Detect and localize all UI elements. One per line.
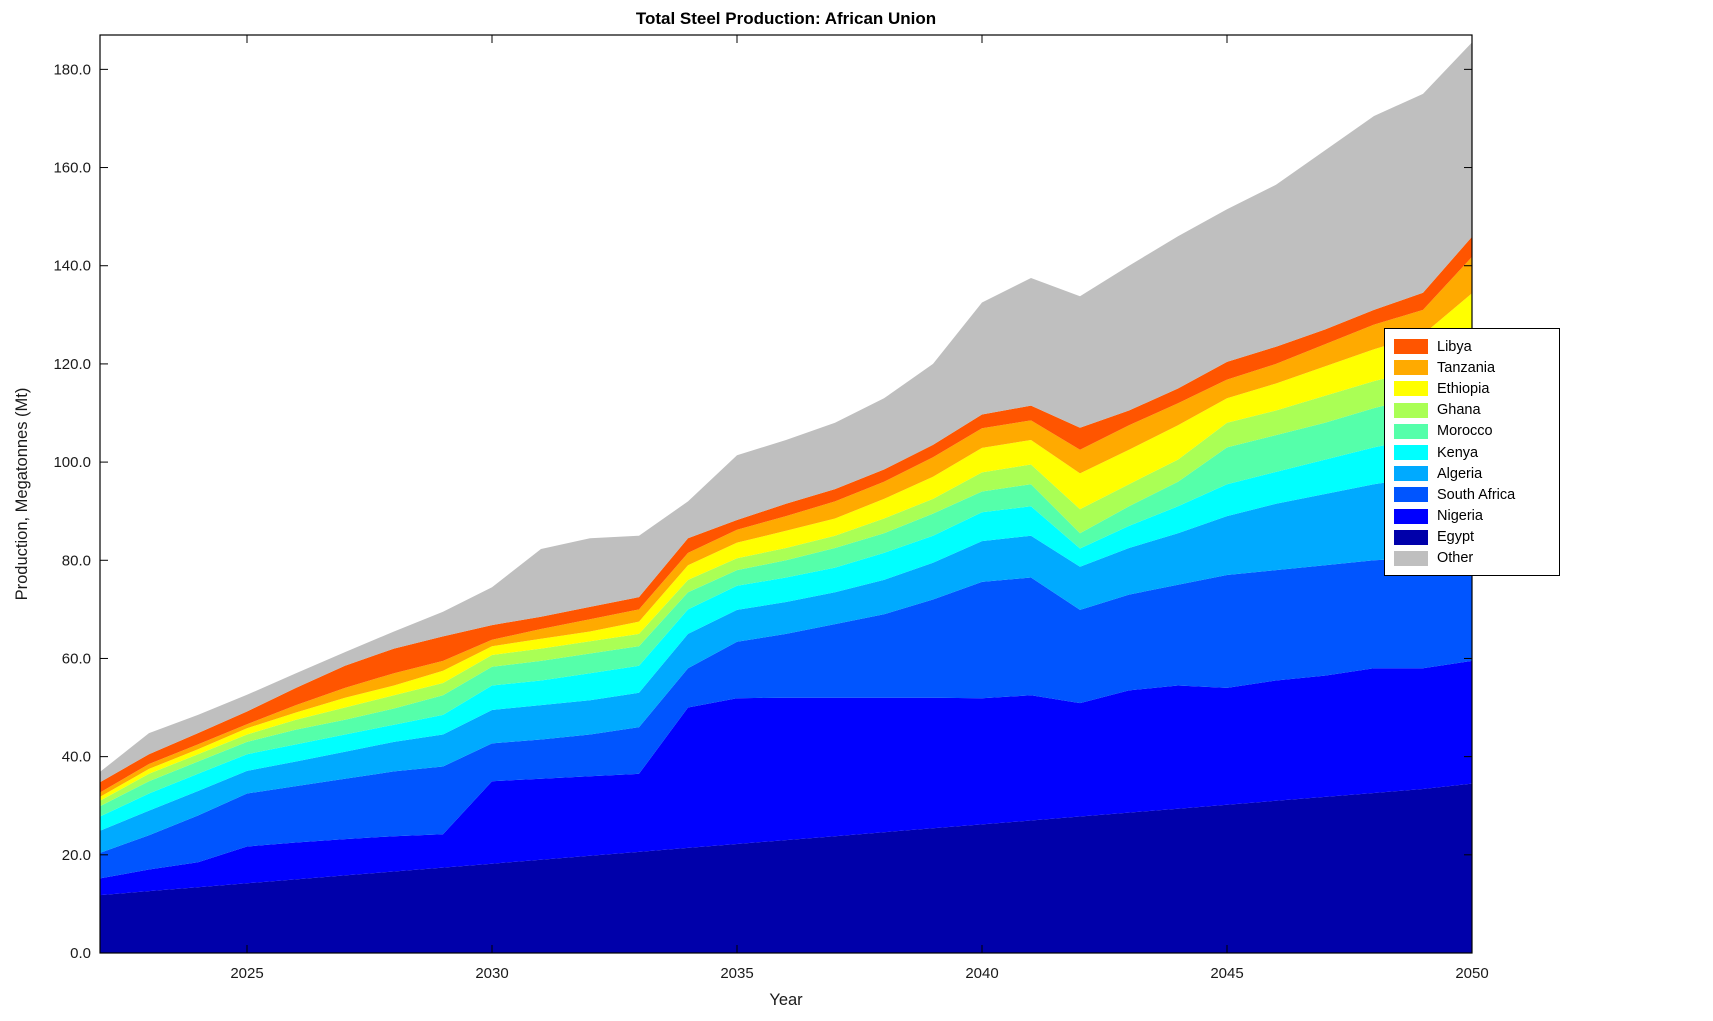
y-tick-label: 20.0 <box>62 847 91 864</box>
x-axis-label: Year <box>769 991 803 1009</box>
area-layer-other <box>100 42 1472 783</box>
legend-item-tanzania: Tanzania <box>1394 357 1549 378</box>
legend-swatch <box>1394 487 1428 503</box>
legend-swatch <box>1394 339 1428 355</box>
legend-swatch <box>1394 402 1428 418</box>
y-tick-label: 140.0 <box>53 258 91 275</box>
legend-label: Nigeria <box>1437 508 1483 525</box>
legend-item-other: Other <box>1394 548 1549 569</box>
area-layer-ethiopia <box>100 293 1472 801</box>
area-layer-south-africa <box>100 553 1472 879</box>
legend-swatch <box>1394 466 1428 482</box>
area-layer-morocco <box>100 361 1472 817</box>
legend-item-ethiopia: Ethiopia <box>1394 378 1549 399</box>
chart-title: Total Steel Production: African Union <box>636 9 936 28</box>
legend-label: Ethiopia <box>1437 380 1490 397</box>
area-layer-tanzania <box>100 256 1472 797</box>
y-tick-label: 160.0 <box>53 160 91 177</box>
legend-item-morocco: Morocco <box>1394 421 1549 442</box>
legend-swatch <box>1394 423 1428 439</box>
legend-swatch <box>1394 508 1428 524</box>
legend-swatch <box>1394 360 1428 376</box>
x-tick-label: 2030 <box>475 965 508 982</box>
area-layer-algeria <box>100 460 1472 853</box>
x-tick-label: 2035 <box>720 965 753 982</box>
legend-swatch <box>1394 445 1428 461</box>
y-tick-label: 0.0 <box>70 945 91 962</box>
area-layer-ghana <box>100 339 1472 807</box>
area-layer-libya <box>100 236 1472 793</box>
legend-label: Ghana <box>1437 402 1481 419</box>
legend-label: Other <box>1437 550 1474 567</box>
legend-item-south-africa: South Africa <box>1394 484 1549 505</box>
legend-swatch <box>1394 381 1428 397</box>
legend-item-egypt: Egypt <box>1394 527 1549 548</box>
y-tick-label: 100.0 <box>53 454 91 471</box>
x-tick-label: 2050 <box>1455 965 1488 982</box>
legend-item-kenya: Kenya <box>1394 442 1549 463</box>
y-tick-label: 60.0 <box>62 650 91 667</box>
legend-swatch <box>1394 550 1428 566</box>
legend-label: Kenya <box>1437 444 1479 461</box>
area-layer-nigeria <box>100 660 1472 896</box>
x-tick-label: 2045 <box>1210 965 1243 982</box>
legend-label: Tanzania <box>1437 359 1496 376</box>
legend-item-ghana: Ghana <box>1394 400 1549 421</box>
legend: Libya Tanzania Ethiopia Ghana Morocco Kenya Al… <box>1384 328 1560 576</box>
legend-label: South Africa <box>1437 486 1516 503</box>
x-tick-label: 2025 <box>230 965 263 982</box>
legend-label: Libya <box>1437 338 1472 355</box>
y-tick-label: 180.0 <box>53 61 91 78</box>
axis-tick-labels: 2025 2030 2035 2040 2045 2050 0.0 20.0 40.0 60.0 8… <box>53 61 1488 982</box>
legend-item-libya: Libya <box>1394 336 1549 357</box>
area-layer-egypt <box>100 783 1472 953</box>
area-layer-kenya <box>100 411 1472 831</box>
legend-label: Morocco <box>1437 423 1493 440</box>
x-tick-label: 2040 <box>965 965 998 982</box>
legend-item-nigeria: Nigeria <box>1394 506 1549 527</box>
legend-label: Algeria <box>1437 465 1483 482</box>
y-tick-label: 120.0 <box>53 356 91 373</box>
legend-label: Egypt <box>1437 529 1475 546</box>
legend-item-algeria: Algeria <box>1394 463 1549 484</box>
y-tick-label: 40.0 <box>62 749 91 766</box>
area-layers <box>100 42 1472 953</box>
y-tick-label: 80.0 <box>62 552 91 569</box>
y-axis-label: Production, Megatonnes (Mt) <box>13 388 31 601</box>
legend-swatch <box>1394 529 1428 545</box>
